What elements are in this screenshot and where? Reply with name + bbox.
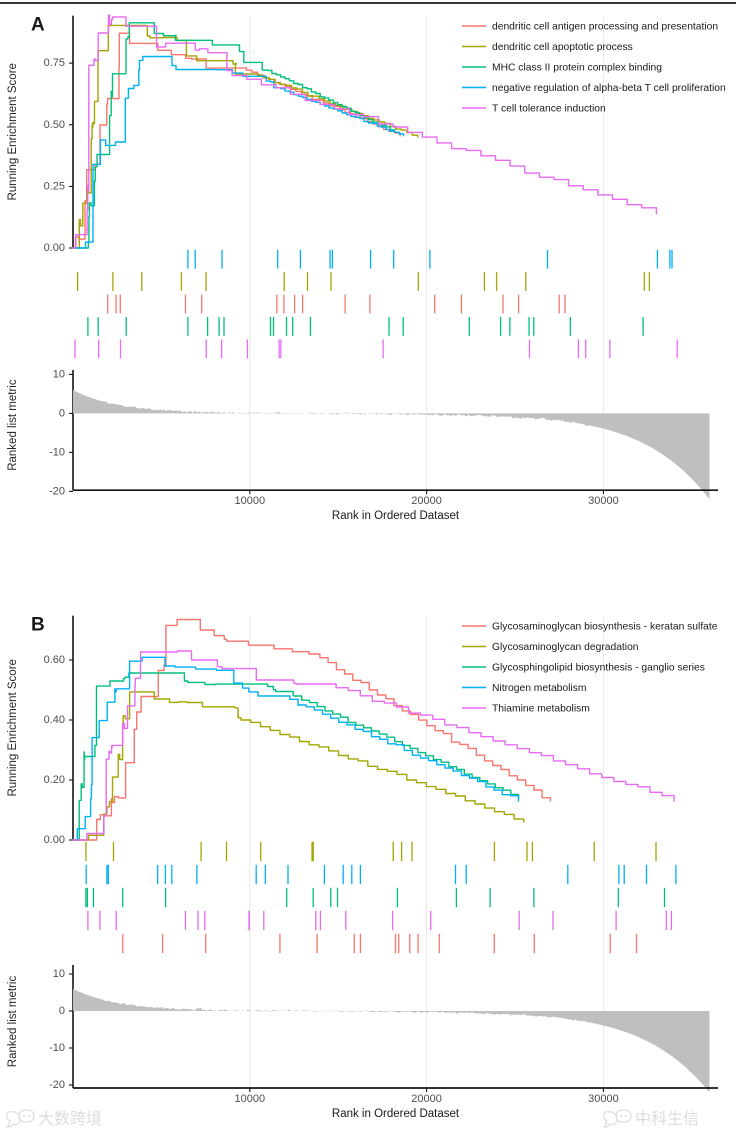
svg-text:0.75: 0.75 — [44, 57, 65, 69]
svg-text:Ranked list metric: Ranked list metric — [7, 379, 19, 471]
svg-text:0.20: 0.20 — [44, 774, 65, 786]
svg-text:Running Enrichment Score: Running Enrichment Score — [7, 63, 19, 200]
svg-text:dendritic cell apoptotic proce: dendritic cell apoptotic process — [492, 42, 633, 53]
svg-text:T cell tolerance induction: T cell tolerance induction — [492, 103, 606, 114]
svg-text:大数跨境: 大数跨境 — [38, 1109, 102, 1128]
svg-text:negative regulation of alpha-b: negative regulation of alpha-beta T cell… — [492, 83, 726, 94]
svg-text:10: 10 — [53, 968, 65, 980]
svg-text:-10: -10 — [49, 446, 65, 458]
svg-text:中科生信: 中科生信 — [635, 1110, 699, 1128]
svg-text:dendritic cell antigen process: dendritic cell antigen processing and pr… — [492, 21, 718, 32]
svg-text:10000: 10000 — [235, 1093, 266, 1105]
svg-text:Rank in Ordered Dataset: Rank in Ordered Dataset — [332, 510, 460, 522]
svg-text:Nitrogen metabolism: Nitrogen metabolism — [492, 683, 586, 694]
svg-text:Ranked list metric: Ranked list metric — [7, 976, 19, 1068]
svg-text:B: B — [31, 615, 45, 636]
svg-text:-10: -10 — [49, 1042, 65, 1054]
svg-text:Glycosphingolipid biosynthesis: Glycosphingolipid biosynthesis - ganglio… — [492, 662, 705, 673]
svg-text:0.40: 0.40 — [44, 714, 65, 726]
svg-text:0.00: 0.00 — [44, 834, 65, 846]
svg-text:10: 10 — [53, 368, 65, 380]
svg-text:0.50: 0.50 — [44, 119, 65, 131]
svg-text:30000: 30000 — [588, 1093, 619, 1105]
svg-text:0: 0 — [59, 1005, 65, 1017]
svg-text:A: A — [31, 15, 45, 36]
svg-text:20000: 20000 — [411, 495, 442, 507]
svg-text:Thiamine metabolism: Thiamine metabolism — [492, 703, 590, 714]
svg-text:-20: -20 — [49, 1079, 65, 1091]
svg-text:20000: 20000 — [411, 1093, 442, 1105]
svg-text:0: 0 — [59, 407, 65, 419]
svg-text:MHC class II protein complex b: MHC class II protein complex binding — [492, 62, 662, 73]
svg-text:0.60: 0.60 — [44, 654, 65, 666]
svg-text:Rank in Ordered Dataset: Rank in Ordered Dataset — [332, 1108, 460, 1120]
svg-text:0.25: 0.25 — [44, 180, 65, 192]
svg-text:Running Enrichment Score: Running Enrichment Score — [7, 659, 19, 796]
svg-text:10000: 10000 — [235, 495, 266, 507]
svg-text:Glycosaminoglycan biosynthesis: Glycosaminoglycan biosynthesis - keratan… — [492, 621, 718, 632]
svg-text:Glycosaminoglycan degradation: Glycosaminoglycan degradation — [492, 642, 639, 653]
svg-text:0.00: 0.00 — [44, 242, 65, 254]
svg-text:30000: 30000 — [588, 495, 619, 507]
svg-text:-20: -20 — [49, 485, 65, 497]
